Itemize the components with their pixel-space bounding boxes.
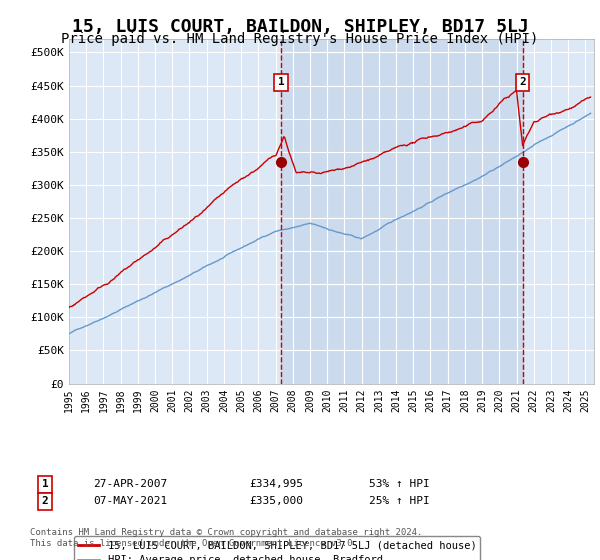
Text: Contains HM Land Registry data © Crown copyright and database right 2024.
This d: Contains HM Land Registry data © Crown c…	[30, 528, 422, 548]
Text: 1: 1	[41, 479, 49, 489]
Legend: 15, LUIS COURT, BAILDON, SHIPLEY, BD17 5LJ (detached house), HPI: Average price,: 15, LUIS COURT, BAILDON, SHIPLEY, BD17 5…	[74, 536, 481, 560]
Bar	[281, 39, 523, 384]
Text: 1: 1	[278, 77, 284, 87]
Text: £335,000: £335,000	[249, 496, 303, 506]
Text: 07-MAY-2021: 07-MAY-2021	[93, 496, 167, 506]
Text: Price paid vs. HM Land Registry's House Price Index (HPI): Price paid vs. HM Land Registry's House …	[61, 32, 539, 46]
Text: 2: 2	[519, 77, 526, 87]
Text: 2: 2	[41, 496, 49, 506]
Text: 53% ↑ HPI: 53% ↑ HPI	[369, 479, 430, 489]
Text: 25% ↑ HPI: 25% ↑ HPI	[369, 496, 430, 506]
Text: 27-APR-2007: 27-APR-2007	[93, 479, 167, 489]
Text: £334,995: £334,995	[249, 479, 303, 489]
Text: 15, LUIS COURT, BAILDON, SHIPLEY, BD17 5LJ: 15, LUIS COURT, BAILDON, SHIPLEY, BD17 5…	[71, 18, 529, 36]
